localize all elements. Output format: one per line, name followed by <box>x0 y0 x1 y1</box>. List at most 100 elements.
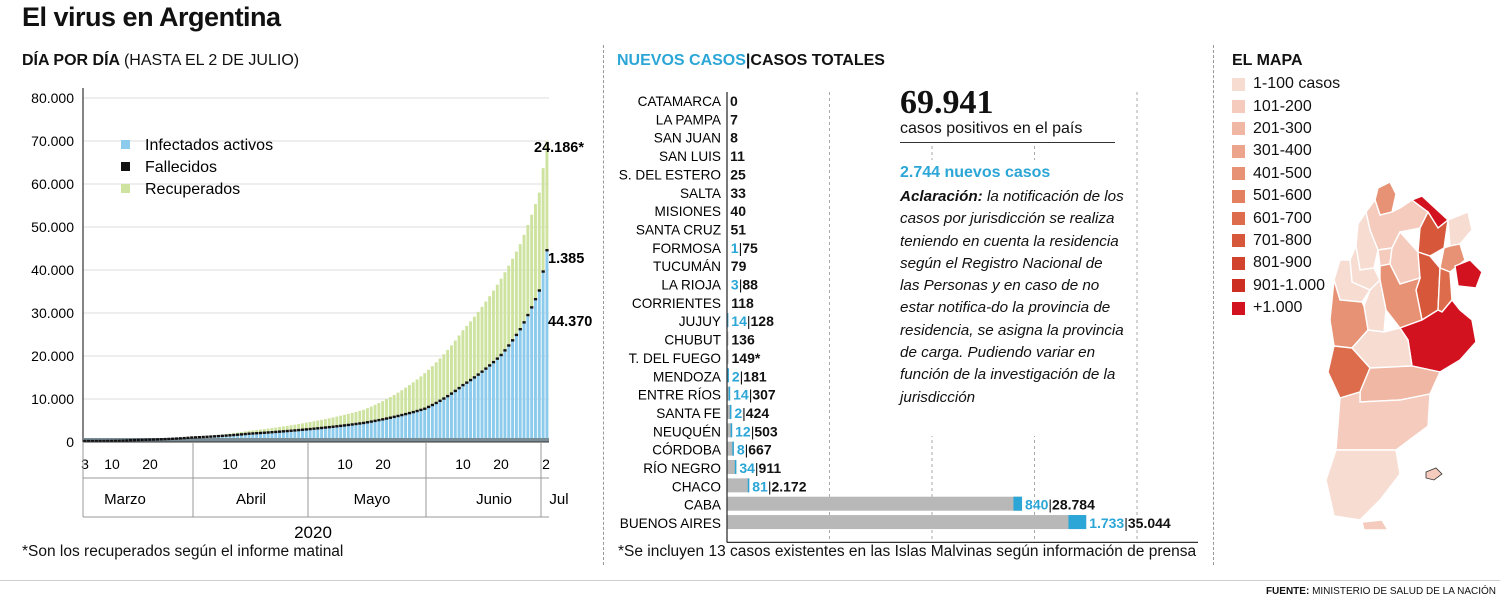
province-name: MENDOZA <box>653 369 722 384</box>
active-bar <box>297 431 301 442</box>
recovered-bar <box>392 394 396 418</box>
active-bar <box>335 427 339 442</box>
total-bar <box>727 460 737 474</box>
deaths-mark <box>415 409 419 413</box>
active-bar <box>438 401 442 442</box>
deaths-mark <box>400 413 404 417</box>
active-bar <box>404 415 408 442</box>
map-santa-cruz <box>1325 449 1401 521</box>
province-row: JUJUY 14|128 <box>679 313 774 329</box>
active-bar <box>289 431 293 442</box>
province-row: CATAMARCA 0 <box>638 93 738 109</box>
deaths-mark <box>125 439 129 442</box>
total-cases-label: 149* <box>732 350 761 366</box>
legend-label: Recuperados <box>145 181 240 198</box>
active-bar <box>480 372 484 442</box>
deaths-mark <box>98 439 102 443</box>
deaths-mark <box>358 422 362 425</box>
recovered-bar <box>511 258 515 342</box>
deaths-mark <box>461 383 465 387</box>
summary-mask <box>880 82 1132 142</box>
deaths-mark <box>335 425 339 428</box>
deaths-mark <box>476 373 480 376</box>
recovered-bar <box>343 414 346 427</box>
active-bar <box>323 428 327 442</box>
deaths-mark <box>430 403 435 407</box>
recovered-bar <box>297 424 301 432</box>
active-bar <box>369 422 373 442</box>
recovered-bar <box>526 224 530 317</box>
deaths-mark <box>384 417 389 420</box>
deaths-mark <box>369 420 373 423</box>
value-label: 2|424 <box>734 405 769 421</box>
new-cases-label: 81 <box>752 478 768 494</box>
deaths-mark <box>407 411 412 415</box>
deaths-mark <box>140 438 144 442</box>
active-bar <box>453 391 457 442</box>
active-bar <box>495 359 499 442</box>
value-label: 40 <box>730 203 746 219</box>
active-bar <box>262 433 266 442</box>
total-cases-label: 136 <box>731 332 755 348</box>
active-bar <box>499 356 503 442</box>
recovered-bar <box>415 379 419 413</box>
total-bar <box>727 349 729 364</box>
legend-label: 101-200 <box>1253 97 1312 115</box>
recovered-bar <box>270 428 274 434</box>
recovered-bar <box>492 290 495 364</box>
legend-swatch <box>1232 256 1245 270</box>
deaths-mark <box>339 424 343 428</box>
value-label: 33 <box>730 185 746 201</box>
recovered-bar <box>541 168 545 273</box>
recovered-bar <box>316 420 320 430</box>
month-label: Mayo <box>354 491 391 508</box>
legend-swatch <box>1232 189 1245 203</box>
total-cases-label: 51 <box>731 221 747 237</box>
deaths-mark <box>251 432 255 435</box>
total-cases-label: 7 <box>730 111 738 127</box>
recovered-bar <box>419 376 423 411</box>
active-bar <box>327 428 331 442</box>
deaths-mark <box>533 297 538 301</box>
map-legend-item: 501-600 <box>1232 185 1340 207</box>
active-bar <box>541 272 545 442</box>
legend-swatch <box>1232 77 1245 91</box>
deaths-mark <box>545 249 549 252</box>
province-row: ENTRE RÍOS 14|307 <box>638 386 776 403</box>
x-tick-label: 20 <box>493 456 509 472</box>
active-bar <box>396 416 400 442</box>
province-name: SALTA <box>680 186 722 201</box>
recovered-bar <box>472 316 476 379</box>
recovered-bar <box>304 422 308 431</box>
recovered-bar <box>499 278 503 356</box>
deaths-mark <box>377 418 381 422</box>
deaths-mark <box>117 439 121 442</box>
total-bar <box>727 386 731 401</box>
province-name: CÓRDOBA <box>652 443 722 458</box>
recovered-bar <box>331 417 335 428</box>
province-footnote: *Se incluyen 13 casos existentes en las … <box>618 543 1197 560</box>
active-bar <box>304 430 308 442</box>
total-cases-label: 40 <box>730 203 746 219</box>
label-separator: | <box>755 460 759 476</box>
total-cases-label: 8 <box>730 130 738 146</box>
deaths-mark <box>449 392 454 395</box>
province-row: CHUBUT 136 <box>664 331 755 348</box>
recovered-bar <box>484 301 488 370</box>
deaths-mark <box>323 426 328 429</box>
map-heading: EL MAPA <box>1232 52 1303 69</box>
recovered-bar <box>346 413 350 426</box>
recovered-bar <box>339 415 343 427</box>
total-cases-label: 33 <box>730 185 746 201</box>
label-separator: | <box>749 387 753 403</box>
recovered-bar <box>522 234 526 324</box>
total-cases-label: 118 <box>731 295 754 311</box>
deaths-mark <box>362 421 366 425</box>
value-label: 2|181 <box>732 368 767 384</box>
map-tierra-del-fuego <box>1361 519 1389 530</box>
legend-swatch <box>1232 301 1245 315</box>
total-cases-label: 0 <box>730 93 738 109</box>
map-legend-item: 601-700 <box>1232 207 1340 229</box>
deaths-mark <box>136 438 140 442</box>
